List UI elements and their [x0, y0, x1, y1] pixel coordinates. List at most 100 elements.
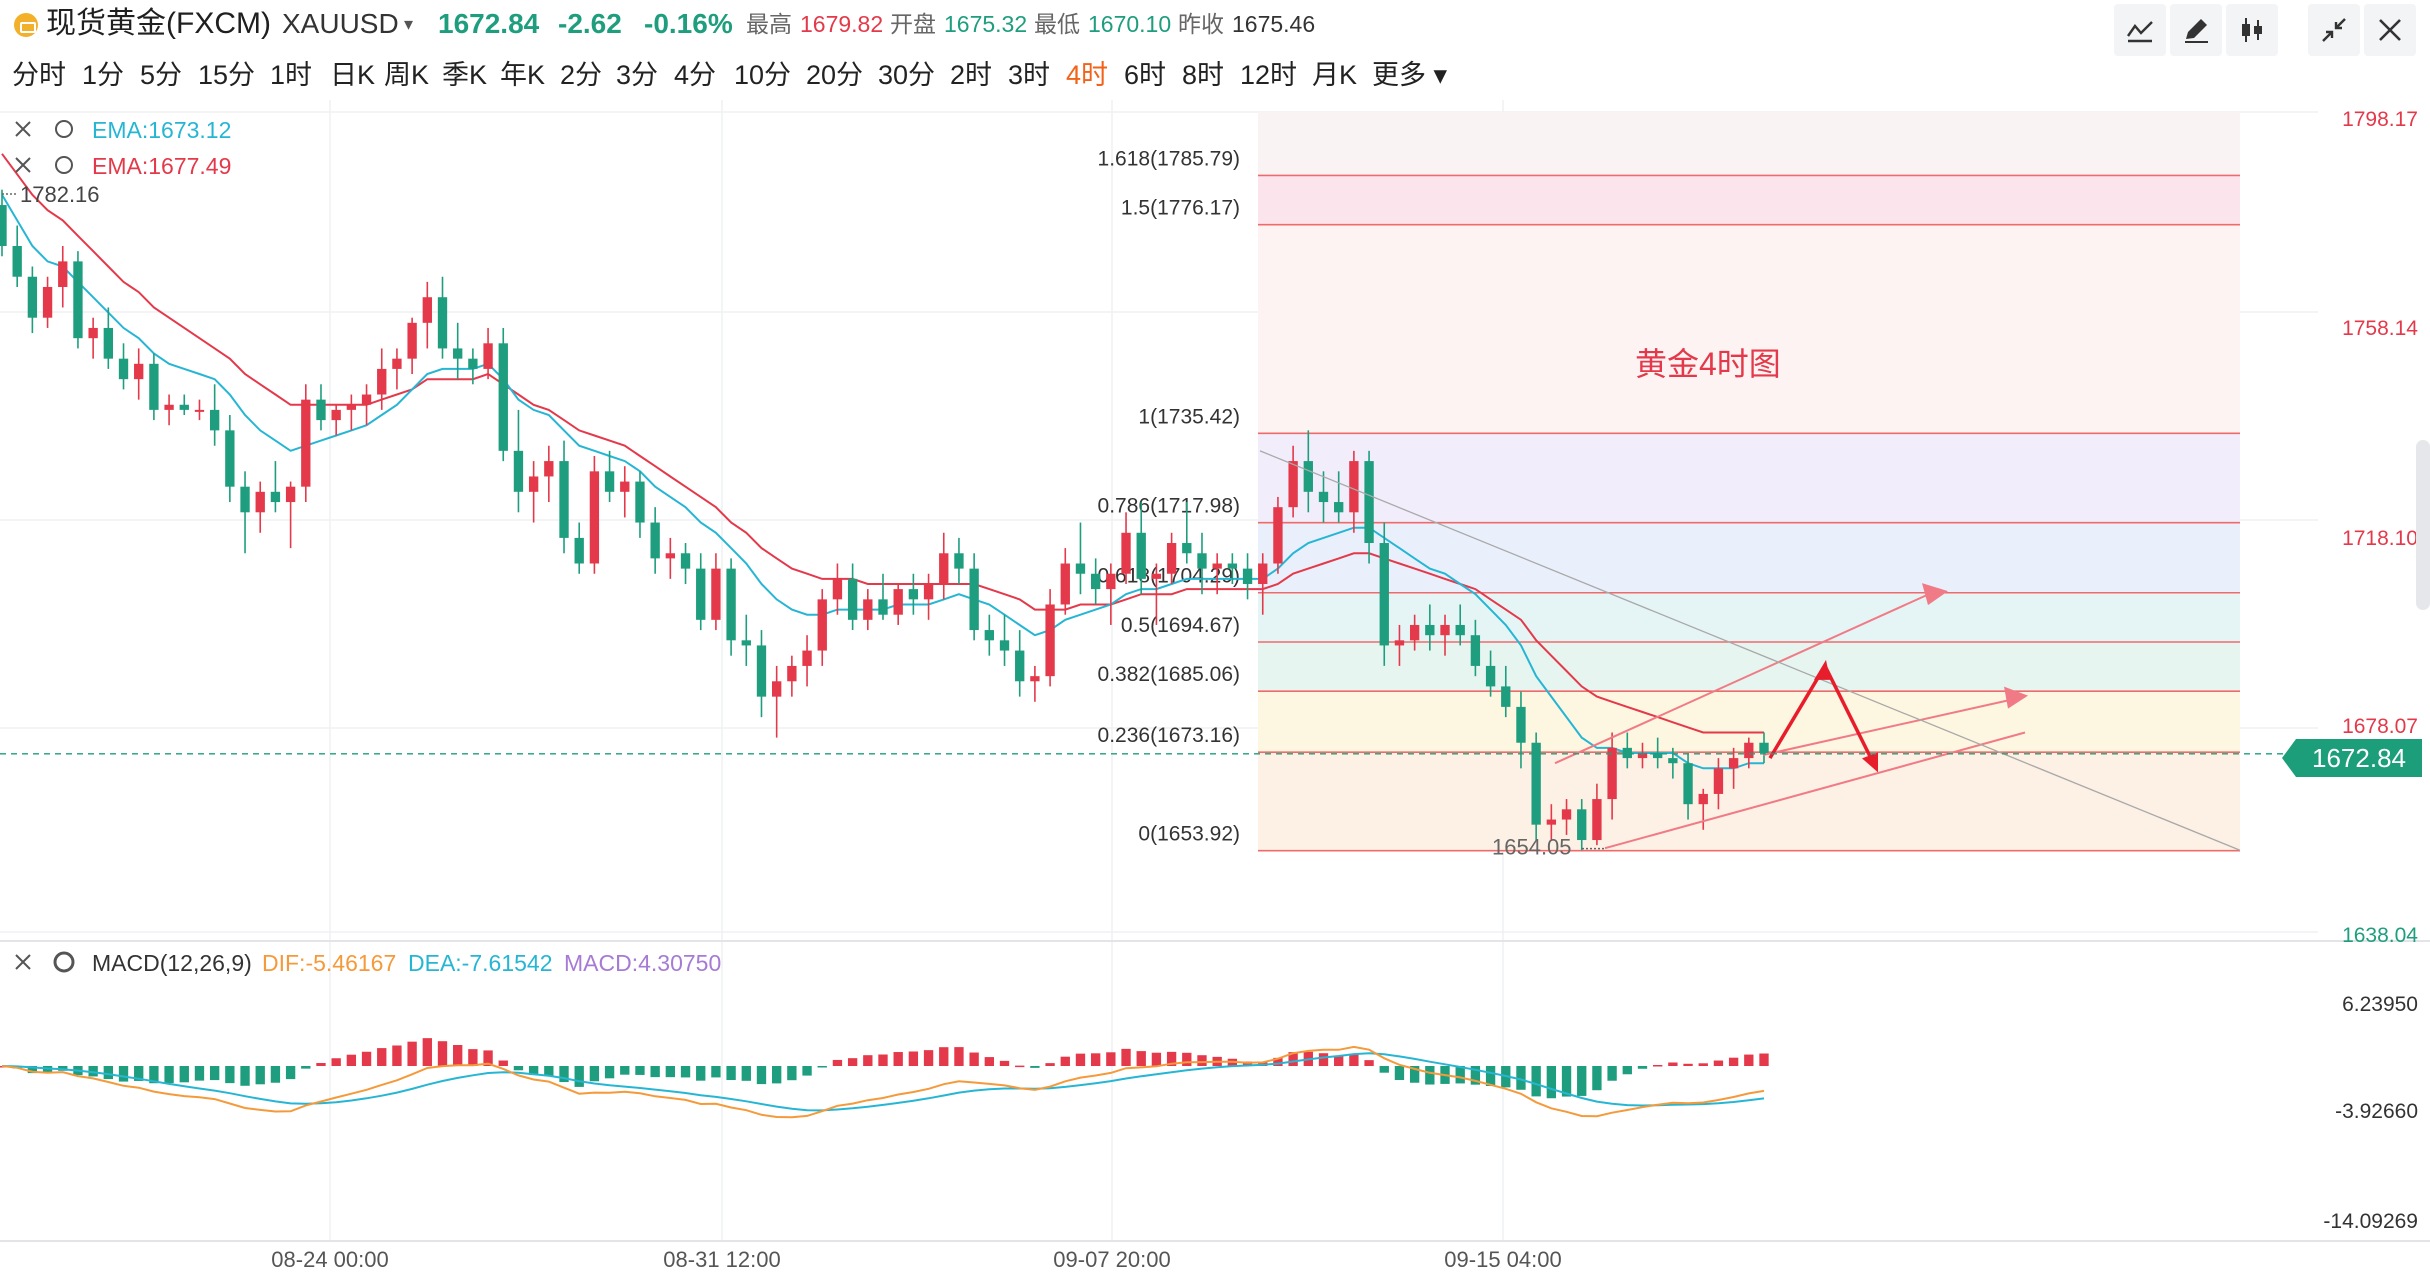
candle-body-52: [787, 665, 797, 682]
candle-body-19: [285, 486, 296, 503]
period-tab-16[interactable]: 3时: [1008, 60, 1051, 90]
period-tab-4[interactable]: 1时: [270, 60, 313, 90]
period-tab-19[interactable]: 8时: [1182, 60, 1225, 90]
fib-label-3: 0.786(1717.98): [1098, 495, 1240, 518]
candle-38: [574, 522, 584, 574]
candle-body-81: [1227, 563, 1238, 569]
ema-settings-icon-1[interactable]: [55, 156, 73, 174]
candle-body-25: [377, 368, 387, 395]
low-label: 1654.05: [1492, 835, 1572, 860]
line-tool-icon[interactable]: [2114, 4, 2166, 56]
candle-body-92: [1394, 640, 1405, 646]
period-tab-14[interactable]: 30分: [878, 60, 936, 90]
macd-bar-90: [1364, 1060, 1374, 1066]
macd-remove-icon[interactable]: [15, 954, 31, 970]
candle-body-5: [73, 261, 83, 339]
candle-3: [42, 276, 53, 328]
period-tab-0[interactable]: 分时: [12, 60, 66, 90]
candle-body-71: [1075, 563, 1086, 574]
macd-bar-116: [1759, 1053, 1769, 1066]
macd-bar-96: [1455, 1066, 1465, 1084]
macd-bar-67: [1015, 1065, 1025, 1068]
collapse-icon[interactable]: [2308, 4, 2360, 56]
candle-88: [1334, 471, 1344, 523]
macd-bar-107: [1622, 1066, 1632, 1075]
period-tab-12[interactable]: 10分: [734, 60, 792, 90]
candle-body-22: [331, 409, 341, 421]
macd-bar-28: [422, 1038, 432, 1066]
symbol-dropdown-icon[interactable]: ▾: [404, 14, 414, 34]
candle-body-74: [1121, 532, 1131, 574]
candle-body-24: [361, 394, 372, 405]
fib-zone-0: [1258, 175, 2240, 225]
period-tab-5[interactable]: 日K: [330, 60, 376, 90]
period-tab-10[interactable]: 3分: [616, 60, 659, 90]
period-tab-11[interactable]: 4分: [674, 60, 717, 90]
ema-remove-icon-1[interactable]: [15, 157, 31, 173]
symbol-name: 现货黄金(FXCM): [46, 7, 271, 40]
macd-bar-62: [939, 1047, 949, 1066]
period-tab-8[interactable]: 年K: [500, 60, 546, 90]
candle-1: [12, 225, 22, 287]
candle-23: [346, 394, 357, 431]
candle-body-33: [498, 343, 508, 451]
period-tab-7[interactable]: 季K: [442, 60, 488, 90]
macd-tick-2: -14.09269: [2323, 1210, 2418, 1233]
candle-91: [1379, 522, 1389, 666]
symbol-code[interactable]: XAUUSD: [282, 8, 399, 39]
period-tab-17[interactable]: 4时: [1066, 60, 1109, 90]
candle-97: [1470, 619, 1481, 677]
period-tab-3[interactable]: 15分: [198, 60, 256, 90]
candle-64: [969, 553, 979, 641]
gold-coin-icon: [14, 13, 38, 37]
candle-body-8: [118, 358, 129, 380]
candle-90: [1364, 450, 1374, 564]
period-tab-13[interactable]: 20分: [806, 60, 864, 90]
ema-remove-icon-0[interactable]: [15, 121, 31, 137]
candle-27: [407, 317, 417, 375]
macd-bar-31: [468, 1049, 478, 1066]
period-tab-20[interactable]: 12时: [1240, 60, 1298, 90]
candle-14: [209, 384, 220, 446]
period-tab-1[interactable]: 1分: [82, 60, 125, 90]
price-axis-scrollbar[interactable]: [2416, 440, 2430, 610]
candle-73: [1106, 563, 1116, 625]
macd-settings-icon[interactable]: [53, 951, 75, 973]
period-tab-22[interactable]: 更多 ▾: [1372, 60, 1448, 90]
period-tab-15[interactable]: 2时: [950, 60, 993, 90]
macd-bar-15: [225, 1066, 235, 1084]
candle-86: [1303, 430, 1313, 513]
macd-bar-41: [620, 1066, 630, 1075]
candle-83: [1258, 553, 1268, 615]
period-tab-18[interactable]: 6时: [1124, 60, 1167, 90]
candle-94: [1425, 604, 1435, 651]
candle-body-27: [407, 322, 417, 359]
chart-canvas[interactable]: 1.618(1785.79) 1.5(1776.17) 1(1735.42) 0.78…: [0, 100, 2430, 1278]
macd-bar-101: [1531, 1066, 1541, 1097]
period-tab-9[interactable]: 2分: [560, 60, 603, 90]
close-icon[interactable]: [2364, 4, 2416, 56]
candle-body-99: [1501, 686, 1511, 707]
macd-bar-108: [1637, 1066, 1648, 1069]
macd-bar-98: [1485, 1066, 1496, 1087]
ema-settings-icon-0[interactable]: [55, 120, 73, 138]
candle-87: [1318, 471, 1329, 523]
candle-body-61: [923, 583, 934, 600]
candle-body-114: [1728, 758, 1739, 769]
price-tick-0: 1798.17: [2342, 108, 2418, 131]
period-tab-21[interactable]: 月K: [1312, 60, 1358, 90]
candle-type-icon[interactable]: [2226, 4, 2278, 56]
candle-body-98: [1485, 665, 1496, 687]
candle-2: [27, 266, 38, 334]
period-tab-2[interactable]: 5分: [140, 60, 183, 90]
price-tick-1: 1758.14: [2342, 317, 2418, 340]
macd-bar-69: [1045, 1063, 1055, 1066]
macd-bar-78: [1182, 1052, 1192, 1066]
fib-zone-3: [1258, 522, 2240, 593]
period-tab-6[interactable]: 周K: [384, 60, 430, 90]
pencil-icon[interactable]: [2170, 4, 2222, 56]
candle-56: [847, 563, 858, 631]
candle-body-87: [1318, 491, 1329, 503]
candle-body-112: [1698, 793, 1708, 805]
